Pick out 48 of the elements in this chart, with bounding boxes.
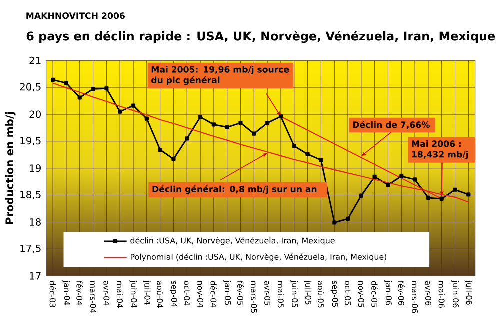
point <box>212 122 216 127</box>
point <box>78 96 82 100</box>
point <box>412 178 418 182</box>
point <box>400 174 404 179</box>
point <box>238 121 243 126</box>
point <box>91 87 96 92</box>
point <box>466 192 471 197</box>
point <box>158 148 162 152</box>
y-tick-label: 18 <box>30 218 41 226</box>
annotation: Déclin général: 0,8 mb/j sur un an <box>152 186 317 194</box>
point <box>64 81 69 86</box>
point <box>51 78 56 82</box>
point <box>359 194 364 198</box>
point <box>440 197 444 202</box>
point <box>306 152 310 157</box>
point <box>252 132 256 136</box>
y-tick-label: 20,5 <box>20 83 41 92</box>
point <box>185 136 190 141</box>
y-tick-label: 20 <box>30 110 41 118</box>
text: MAKHNOVITCH 2006 <box>26 12 125 20</box>
y-tick-label: 17,5 <box>20 245 41 254</box>
annotation: Mai 2006 : 18,432 mb/j <box>412 140 468 160</box>
y-tick-label: 21 <box>30 57 41 64</box>
point <box>198 115 203 120</box>
y-tick-label: 18,5 <box>20 191 41 200</box>
annotation: Déclin de 7,66% <box>353 121 430 130</box>
point <box>332 220 337 225</box>
point <box>131 104 136 108</box>
point <box>266 121 270 126</box>
point <box>144 116 149 121</box>
point <box>319 158 324 162</box>
point <box>278 114 284 119</box>
chart-title: 6 pays en déclin rapide : USA, UK, Norvège, Vénézuela, Iran, Mexique <box>26 31 496 44</box>
y-axis-title: Production en mb/j <box>5 112 16 224</box>
point <box>453 188 458 192</box>
annotation: Mai 2005: 19,96 mb/j source du pic général <box>152 66 290 86</box>
point <box>118 110 122 114</box>
point <box>104 86 109 91</box>
point <box>225 125 230 130</box>
point <box>426 196 430 200</box>
point <box>346 217 350 222</box>
y-tick-label: 19,5 <box>20 137 41 146</box>
point <box>386 183 390 188</box>
y-tick-label: 17 <box>30 272 41 280</box>
point <box>292 144 296 148</box>
point <box>172 157 176 162</box>
point <box>372 175 377 180</box>
y-tick-label: 19 <box>30 164 41 172</box>
